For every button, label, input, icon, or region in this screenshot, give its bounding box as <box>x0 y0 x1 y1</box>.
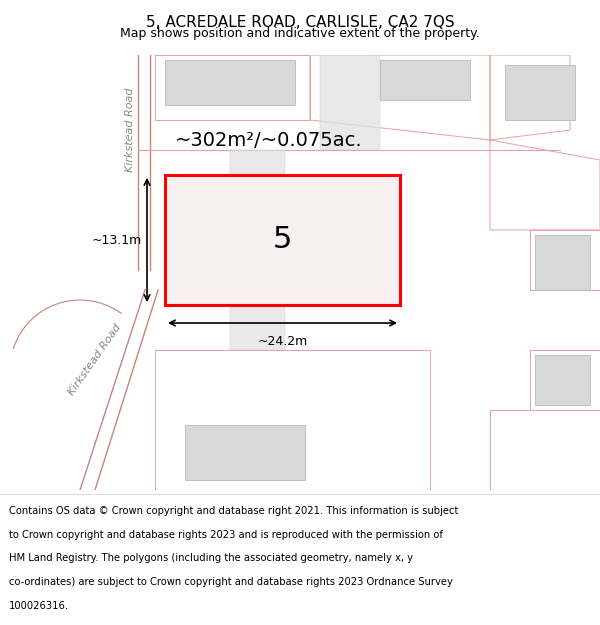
Text: co-ordinates) are subject to Crown copyright and database rights 2023 Ordnance S: co-ordinates) are subject to Crown copyr… <box>9 577 453 587</box>
Text: Kirkstead Road: Kirkstead Road <box>125 88 135 172</box>
Bar <box>185 425 305 480</box>
Bar <box>320 55 380 150</box>
Bar <box>230 150 285 350</box>
Text: Kirkstead Road: Kirkstead Road <box>67 322 124 398</box>
Text: ~24.2m: ~24.2m <box>257 335 308 348</box>
Text: to Crown copyright and database rights 2023 and is reproduced with the permissio: to Crown copyright and database rights 2… <box>9 530 443 540</box>
Bar <box>535 355 590 405</box>
Text: HM Land Registry. The polygons (including the associated geometry, namely x, y: HM Land Registry. The polygons (includin… <box>9 554 413 564</box>
Text: Map shows position and indicative extent of the property.: Map shows position and indicative extent… <box>120 27 480 39</box>
Text: ~13.1m: ~13.1m <box>92 234 142 246</box>
Bar <box>165 60 295 105</box>
Text: 5, ACREDALE ROAD, CARLISLE, CA2 7QS: 5, ACREDALE ROAD, CARLISLE, CA2 7QS <box>146 16 454 31</box>
Text: 100026316.: 100026316. <box>9 601 69 611</box>
Text: Contains OS data © Crown copyright and database right 2021. This information is : Contains OS data © Crown copyright and d… <box>9 506 458 516</box>
Text: 5: 5 <box>273 226 292 254</box>
Text: ~302m²/~0.075ac.: ~302m²/~0.075ac. <box>175 131 362 150</box>
Bar <box>165 175 400 305</box>
Bar <box>505 65 575 120</box>
Bar <box>380 60 470 100</box>
Bar <box>535 235 590 290</box>
